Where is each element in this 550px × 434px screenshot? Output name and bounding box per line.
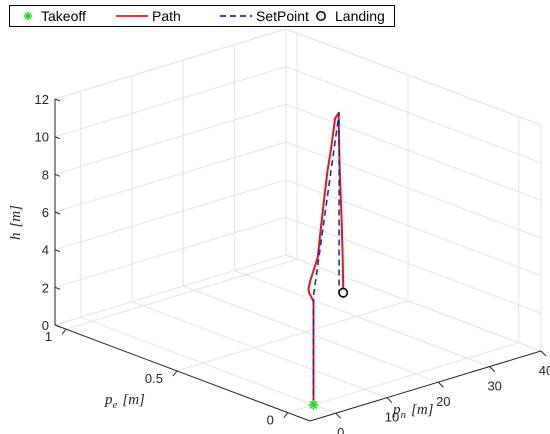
y-axis-label-main: p (104, 392, 113, 408)
z-tick-mark (54, 249, 61, 253)
grid-line (287, 342, 519, 414)
x-axis-label: pn [m] (392, 402, 434, 421)
y-axis-label: pe [m] (104, 392, 145, 411)
legend-entry-setpoint: SetPoint (220, 8, 309, 24)
series-setpoint (312, 112, 340, 405)
grid-line (285, 103, 542, 201)
z-axis-label: h [m] (8, 205, 24, 240)
grid-line (80, 316, 336, 414)
x-tick-label: 40 (539, 363, 550, 378)
legend-landing-icon (316, 11, 326, 21)
z-tick-label: 10 (35, 130, 49, 145)
x-tick-label: 0 (337, 425, 344, 434)
z-axis-label-main: h (8, 233, 24, 241)
grid-line (54, 103, 287, 175)
z-tick-label: 0 (42, 318, 49, 333)
series-lines (307, 111, 345, 405)
z-tick-label: 2 (42, 280, 49, 295)
z-axis-label-unit: [m] (8, 205, 24, 228)
z-tick-mark (54, 173, 61, 177)
grid-line (54, 28, 287, 100)
grid-line (54, 254, 287, 326)
z-tick-label: 8 (42, 167, 49, 182)
z-tick-label: 12 (35, 92, 49, 107)
grid-line (65, 258, 298, 330)
axis-lines (54, 98, 547, 422)
grid-line (285, 28, 542, 126)
legend-label: SetPoint (256, 8, 309, 24)
grid-line (54, 66, 287, 138)
grid-line (234, 270, 490, 368)
grid-line (183, 285, 439, 383)
x-tick-mark (335, 412, 342, 419)
grid-line (285, 141, 542, 239)
legend-entry-takeoff: Takeoff (24, 8, 86, 24)
y-axis-line (54, 324, 311, 422)
markers (308, 287, 349, 410)
legend-entry-landing: Landing (316, 8, 385, 24)
grid-line (285, 216, 542, 314)
x-axis-label-unit: [m] (411, 402, 434, 418)
x-tick-label: 30 (487, 379, 501, 394)
legend-label: Landing (335, 8, 385, 24)
legend-label: Path (152, 8, 181, 24)
x-tick-mark (489, 366, 496, 372)
x-tick-label: 10 (385, 410, 399, 425)
grid-line (54, 179, 287, 251)
y-axis-label-sub: e (113, 399, 118, 411)
x-axis-line (309, 350, 542, 422)
grid-line (131, 301, 388, 399)
axis-labels: pn [m]pe [m]h[m] (8, 205, 434, 421)
z-tick-mark (54, 324, 61, 328)
x-axis-label-main: p (392, 402, 401, 418)
legend: Takeoff Path SetPoint Landing (24, 8, 385, 24)
landing-marker (338, 287, 349, 298)
y-axis-label-unit: [m] (122, 392, 145, 408)
legend-box (9, 5, 395, 27)
grid-line (285, 254, 542, 352)
y-tick-mark (172, 370, 178, 377)
x-tick-mark (386, 397, 393, 404)
z-tick-mark (54, 136, 61, 140)
z-tick-mark (54, 286, 61, 290)
y-tick-label: 0.5 (145, 371, 163, 386)
grid-line (54, 216, 287, 288)
grid-lines (54, 28, 542, 414)
z-tick-mark (54, 98, 61, 102)
y-tick-label: 0 (267, 413, 274, 428)
z-tick-mark (54, 211, 61, 215)
y-tick-mark (283, 412, 289, 419)
z-tick-label: 6 (42, 205, 49, 220)
x-tick-mark (437, 381, 444, 388)
y-tick-label: 1 (45, 329, 52, 344)
grid-line (285, 179, 542, 277)
legend-entry-path: Path (116, 8, 181, 24)
grid-line (54, 141, 287, 213)
x-axis-label-sub: n (401, 409, 407, 421)
x-tick-mark (540, 350, 547, 357)
z-tick-label: 4 (42, 243, 49, 258)
grid-line (285, 66, 542, 164)
x-tick-label: 20 (436, 394, 450, 409)
takeoff-marker-stroke (309, 400, 318, 409)
takeoff-marker (308, 399, 319, 410)
y-tick-mark (61, 328, 67, 335)
legend-takeoff-icon (24, 12, 32, 20)
legend-label: Takeoff (41, 8, 86, 24)
grid-line (176, 300, 409, 372)
